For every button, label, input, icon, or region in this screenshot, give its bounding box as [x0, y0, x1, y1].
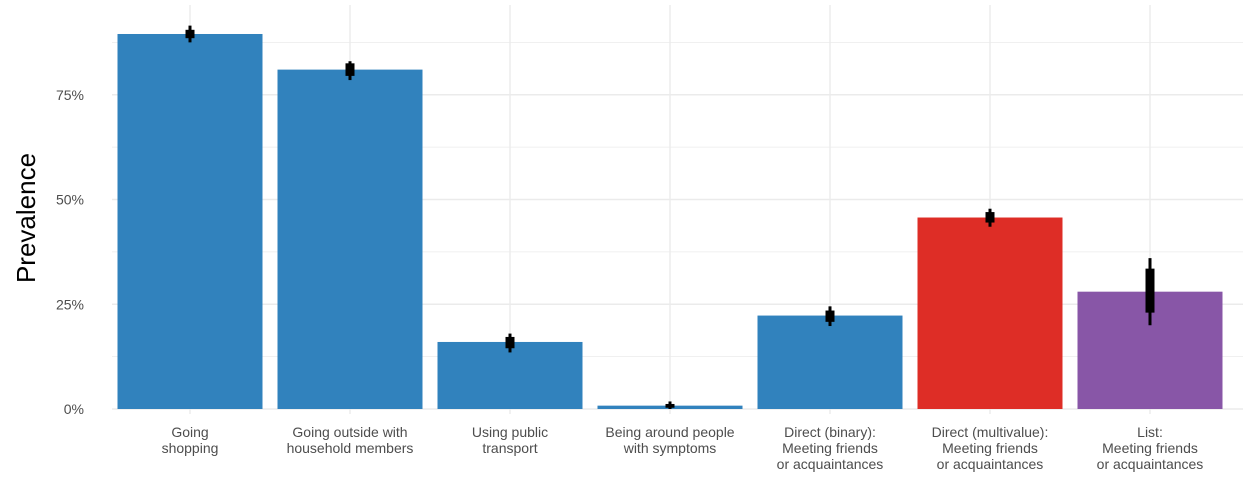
x-tick-label: Direct (binary): Meeting friends or acquai…	[777, 424, 884, 472]
bar	[437, 341, 583, 409]
x-tick-label: Using public transport	[472, 424, 548, 456]
y-tick-labels: 0% 25% 50% 75%	[56, 87, 84, 417]
x-tick-label: Direct (multivalue): Meeting friends or ac…	[932, 424, 1049, 472]
bar	[757, 315, 903, 409]
x-tick-label: Going outside with household members	[287, 424, 414, 456]
bars	[117, 33, 1223, 410]
x-tick-label: List: Meeting friends or acquaintances	[1097, 424, 1204, 472]
y-tick-label: 50%	[56, 192, 84, 208]
y-tick-label: 25%	[56, 296, 84, 312]
bar	[277, 69, 423, 410]
bar	[917, 217, 1063, 409]
error-bars	[185, 25, 1155, 409]
x-tick-label: Being around people with symptoms	[605, 424, 734, 456]
x-tick-labels: Going shopping Going outside with household…	[162, 424, 1204, 472]
bar	[117, 33, 263, 410]
y-tick-label: 0%	[64, 401, 84, 417]
x-tick-label: Going shopping	[162, 424, 219, 456]
y-axis-label: Prevalence	[11, 153, 41, 283]
y-tick-label: 75%	[56, 87, 84, 103]
